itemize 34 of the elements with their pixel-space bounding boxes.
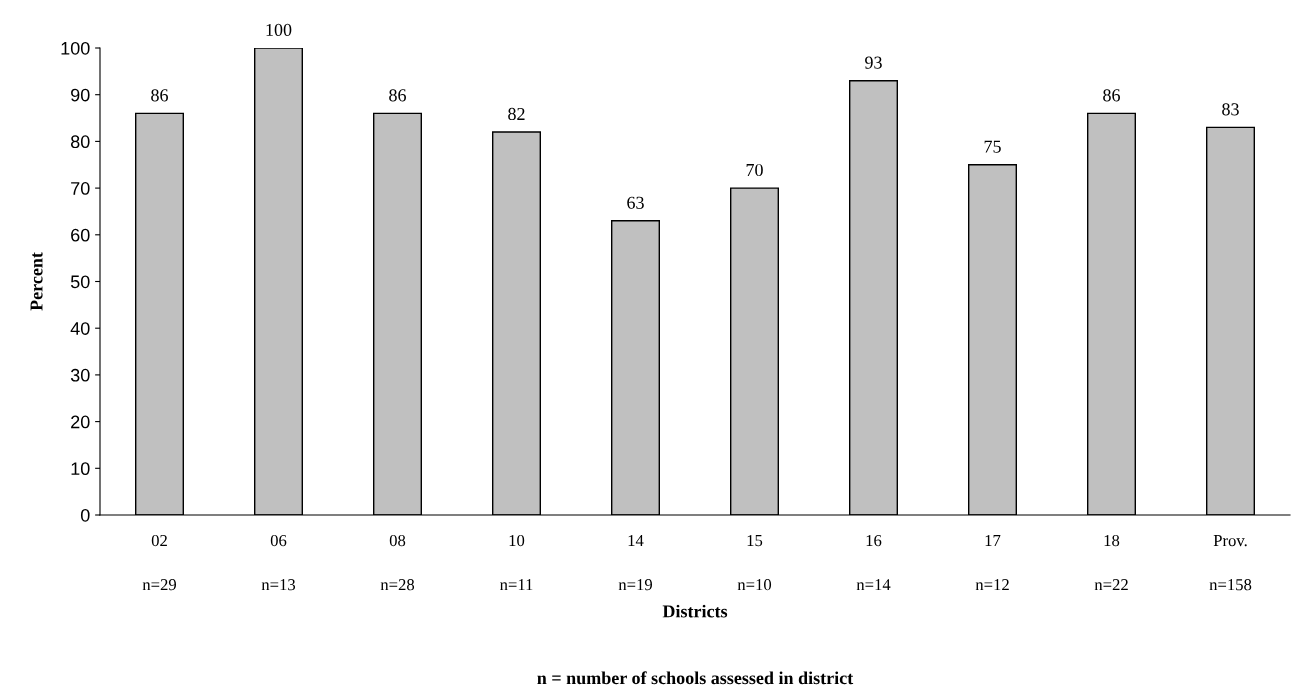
y-tick-label: 20 (71, 415, 90, 429)
data-label: 63 (627, 196, 644, 209)
category-label: 06 n=13 (261, 534, 296, 591)
data-label: 86 (151, 89, 168, 102)
y-tick-label: 60 (71, 228, 90, 242)
category-label: 14 n=19 (618, 535, 653, 591)
y-tick-label: 90 (71, 88, 90, 102)
data-label: 100 (266, 23, 292, 36)
category-label: 16 n=14 (856, 534, 891, 591)
category-label: 08 n=28 (380, 534, 415, 591)
y-tick-label: 80 (70, 135, 90, 149)
y-axis-title: Percent (30, 252, 43, 311)
data-label: 86 (1103, 89, 1120, 102)
category-label: 17 n=12 (975, 535, 1009, 591)
y-tick-label: 50 (70, 275, 90, 289)
x-axis-title: Districts (662, 604, 728, 618)
data-label: 93 (865, 56, 882, 69)
data-label: 75 (984, 140, 1001, 153)
data-label: 82 (508, 107, 525, 121)
category-label: 02 n=29 (142, 534, 177, 591)
category-label: 15 n=10 (737, 535, 772, 591)
y-tick-label: 30 (70, 368, 90, 382)
category-label: 18 n=22 (1094, 534, 1128, 591)
data-label: 83 (1222, 103, 1239, 116)
y-tick-label: 70 (71, 182, 90, 195)
text: n = number of schools assessed in district (537, 671, 854, 685)
data-label: 70 (746, 163, 763, 177)
data-label: 86 (389, 89, 406, 102)
y-tick-label: 10 (71, 462, 90, 476)
y-tick-label: 100 (61, 41, 90, 55)
category-label: 10 n=11 (500, 534, 533, 591)
category-label: Prov. n=158 (1209, 535, 1252, 591)
y-tick-label: 40 (70, 322, 90, 335)
y-tick-label: 0 (80, 508, 90, 522)
